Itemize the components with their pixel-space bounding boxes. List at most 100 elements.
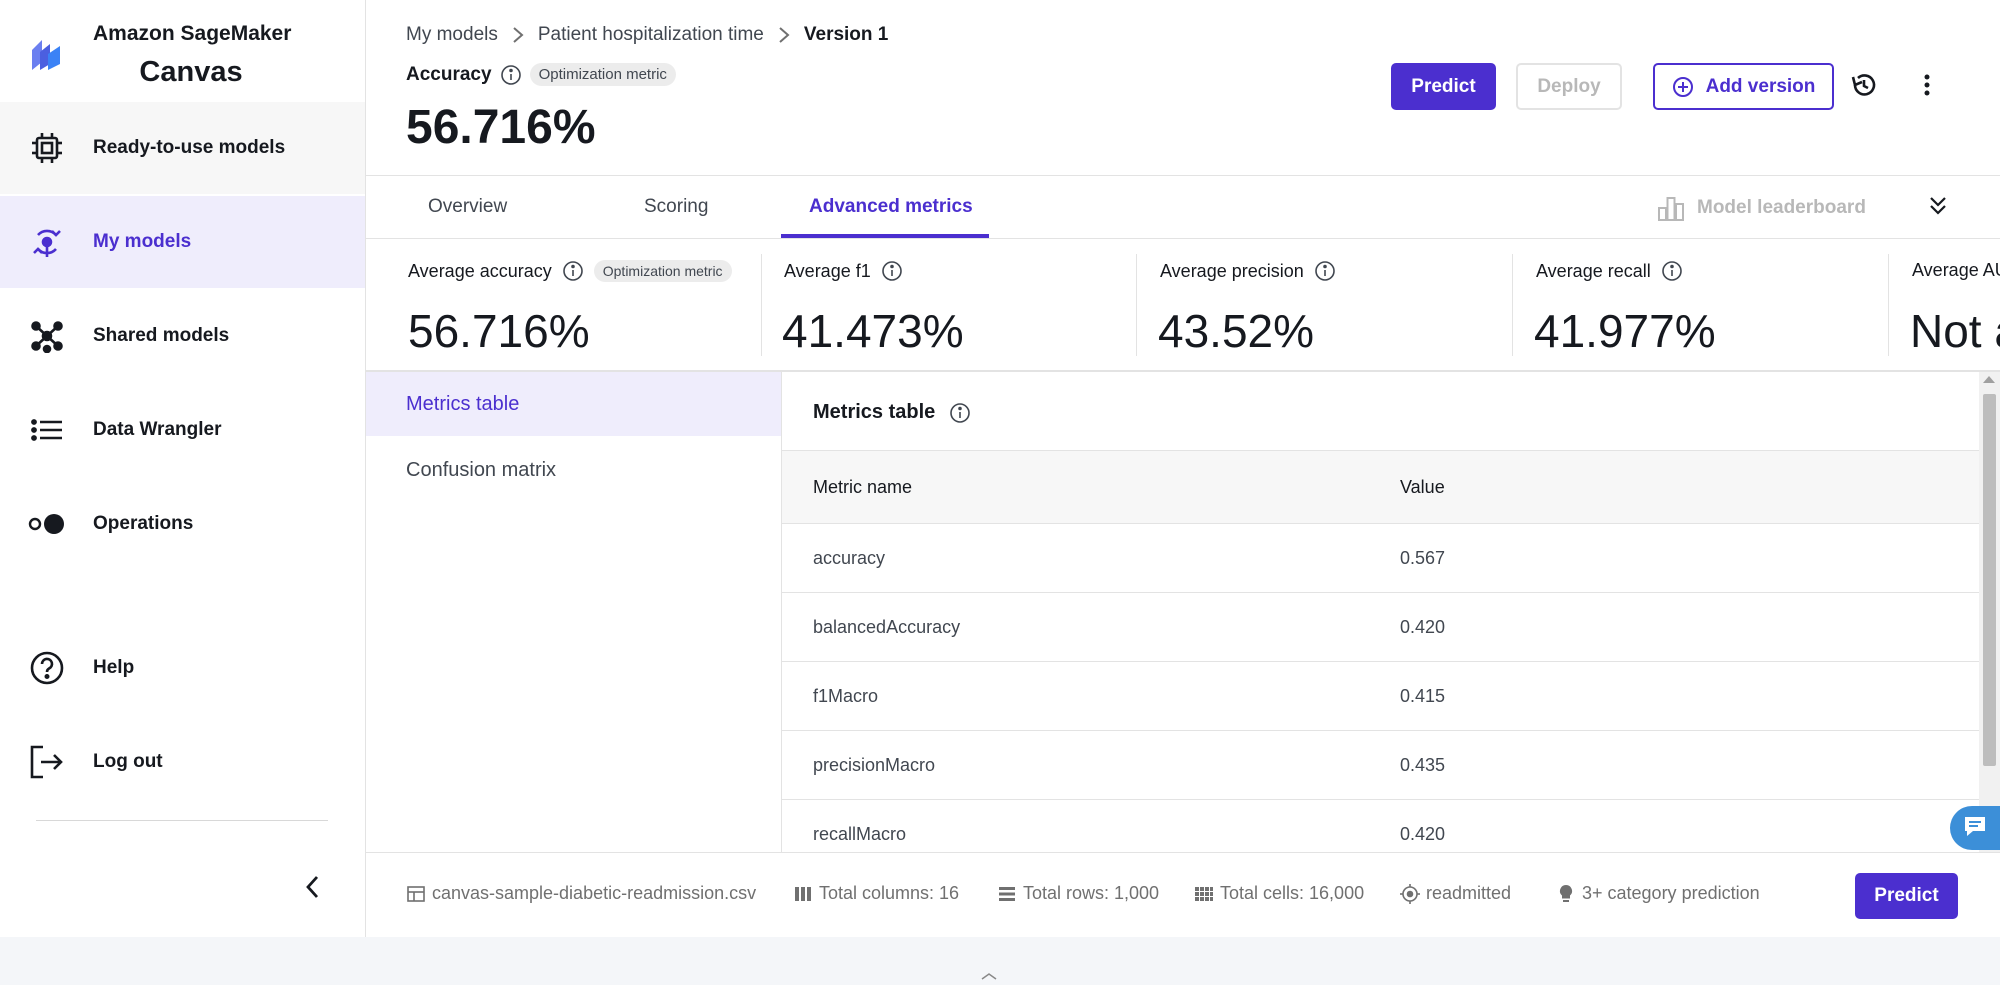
history-icon bbox=[1850, 71, 1878, 104]
sidebar-item-operations[interactable]: Operations bbox=[0, 478, 365, 570]
metric-name-cell: f1Macro bbox=[813, 686, 879, 706]
table-row: f1Macro 0.415 bbox=[782, 662, 1979, 731]
sidebar-item-data-wrangler[interactable]: Data Wrangler bbox=[0, 384, 365, 476]
header-divider bbox=[366, 175, 2000, 176]
brand: Amazon SageMaker Canvas bbox=[0, 0, 366, 102]
model-leaderboard-button[interactable]: Model leaderboard bbox=[1657, 194, 1866, 222]
app-window: Amazon SageMaker Canvas Ready-to-use mod… bbox=[0, 0, 2000, 937]
resize-handle-icon[interactable] bbox=[978, 967, 1000, 980]
info-icon[interactable] bbox=[1661, 260, 1683, 282]
metric-value-cell: 0.420 bbox=[1400, 617, 1446, 637]
kpi-average-f1: Average f1 41.473% bbox=[782, 240, 1134, 370]
sidebar-item-label: Ready-to-use models bbox=[93, 137, 286, 158]
metric-name-cell: accuracy bbox=[813, 548, 886, 568]
kpi-value: 41.977% bbox=[1534, 305, 1716, 357]
version-history-button[interactable] bbox=[1849, 72, 1879, 102]
kpi-average-auc: Average AU Not a bbox=[1912, 240, 2000, 370]
kpi-separator bbox=[1888, 254, 1889, 356]
metric-value-cell: 0.420 bbox=[1400, 824, 1446, 844]
tab-advanced-metrics[interactable]: Advanced metrics bbox=[809, 196, 973, 217]
table-icon bbox=[406, 884, 426, 904]
double-chevron-down-icon bbox=[1928, 195, 1948, 222]
info-icon[interactable] bbox=[881, 260, 903, 282]
model-type: 3+ category prediction bbox=[1582, 883, 1760, 903]
models-icon bbox=[28, 223, 66, 261]
chip-icon bbox=[28, 129, 66, 167]
tab-overview[interactable]: Overview bbox=[428, 196, 508, 217]
info-icon[interactable] bbox=[1314, 260, 1336, 282]
brand-product: Canvas bbox=[139, 56, 243, 88]
kpi-separator bbox=[1512, 254, 1513, 356]
breadcrumb-model[interactable]: Patient hospitalization time bbox=[537, 24, 764, 45]
breadcrumb-current: Version 1 bbox=[803, 24, 889, 45]
metric-name-cell: recallMacro bbox=[813, 824, 907, 844]
bar-chart-icon bbox=[1657, 194, 1685, 222]
footer-predict-button[interactable]: Predict bbox=[1855, 873, 1958, 919]
subnav-metrics-table[interactable]: Metrics table bbox=[366, 372, 782, 436]
feedback-chat-button[interactable] bbox=[1950, 806, 2000, 850]
table-row: precisionMacro 0.435 bbox=[782, 731, 1979, 800]
breadcrumb-my-models[interactable]: My models bbox=[406, 24, 498, 45]
metric-value-cell: 0.435 bbox=[1400, 755, 1446, 775]
sidebar-item-label: Shared models bbox=[93, 325, 230, 346]
scroll-up-arrow-icon[interactable] bbox=[1983, 376, 1995, 383]
sidebar-item-label: Operations bbox=[93, 513, 194, 534]
scrollbar-thumb[interactable] bbox=[1983, 394, 1996, 766]
footer-cells: Total cells: 16,000 bbox=[1194, 883, 1364, 904]
metrics-table-title: Metrics table bbox=[813, 401, 971, 424]
help-icon bbox=[28, 649, 66, 687]
optimization-metric-badge: Optimization metric bbox=[593, 260, 732, 282]
sidebar-item-shared-models[interactable]: Shared models bbox=[0, 290, 365, 382]
tab-scoring[interactable]: Scoring bbox=[644, 196, 709, 217]
kpi-value: 43.52% bbox=[1158, 305, 1315, 357]
kpi-label: Average recall bbox=[1536, 260, 1651, 281]
sidebar-item-my-models[interactable]: My models bbox=[0, 196, 365, 288]
lightbulb-icon bbox=[1556, 884, 1576, 904]
window-bottom-strip bbox=[0, 937, 2000, 980]
kpi-value: Not a bbox=[1912, 305, 2000, 357]
footer-target: readmitted bbox=[1400, 883, 1511, 904]
kpi-label: Average f1 bbox=[784, 260, 871, 281]
plus-circle-icon bbox=[1672, 76, 1694, 98]
target-icon bbox=[1400, 883, 1420, 904]
info-icon[interactable] bbox=[562, 260, 584, 282]
more-vertical-icon bbox=[1924, 74, 1930, 101]
add-version-button[interactable]: Add version bbox=[1653, 63, 1834, 110]
sidebar-item-ready-to-use-models[interactable]: Ready-to-use models bbox=[0, 102, 365, 194]
kpi-label: Average precision bbox=[1160, 260, 1304, 281]
table-row: recallMacro 0.420 bbox=[782, 800, 1979, 852]
footer-rows: Total rows: 1,000 bbox=[997, 883, 1159, 904]
column-header-value[interactable]: Value bbox=[1400, 477, 1445, 497]
kpi-label-row: Average f1 bbox=[784, 260, 903, 282]
kpi-average-recall: Average recall 41.977% bbox=[1534, 240, 1886, 370]
sidebar-item-label: Data Wrangler bbox=[93, 419, 222, 440]
collapse-sidebar-button[interactable] bbox=[298, 874, 328, 904]
predict-button[interactable]: Predict bbox=[1391, 63, 1496, 110]
info-icon[interactable] bbox=[500, 64, 522, 86]
sidebar-item-label: My models bbox=[93, 231, 192, 252]
info-icon[interactable] bbox=[949, 402, 971, 424]
brand-name: Amazon SageMaker bbox=[93, 22, 292, 45]
accuracy-value: 56.716% bbox=[406, 101, 596, 154]
kpi-label-row: Average recall bbox=[1536, 260, 1683, 282]
footer-model-type: 3+ category prediction bbox=[1556, 883, 1760, 904]
kpi-label-row: Average precision bbox=[1160, 260, 1336, 282]
metrics-table-title-text: Metrics table bbox=[813, 401, 936, 423]
kpi-average-precision: Average precision 43.52% bbox=[1158, 240, 1510, 370]
table-scrollbar[interactable] bbox=[1979, 372, 2000, 852]
more-options-button[interactable] bbox=[1912, 70, 1942, 104]
total-columns: Total columns: 16 bbox=[819, 883, 960, 903]
deploy-button[interactable]: Deploy bbox=[1516, 63, 1622, 110]
accuracy-header: Accuracy Optimization metric bbox=[406, 63, 676, 86]
chevron-right-icon bbox=[512, 26, 524, 44]
column-header-metric-name[interactable]: Metric name bbox=[813, 477, 913, 497]
table-row: balancedAccuracy 0.420 bbox=[782, 593, 1979, 662]
model-leaderboard-label: Model leaderboard bbox=[1697, 197, 1866, 218]
sidebar-item-help[interactable]: Help bbox=[0, 622, 365, 714]
subnav-confusion-matrix[interactable]: Confusion matrix bbox=[406, 458, 557, 481]
rows-icon bbox=[997, 884, 1017, 904]
expand-panel-button[interactable] bbox=[1925, 194, 1951, 222]
sidebar-item-log-out[interactable]: Log out bbox=[0, 716, 365, 808]
add-version-label: Add version bbox=[1705, 75, 1816, 97]
kpi-separator bbox=[761, 254, 762, 356]
